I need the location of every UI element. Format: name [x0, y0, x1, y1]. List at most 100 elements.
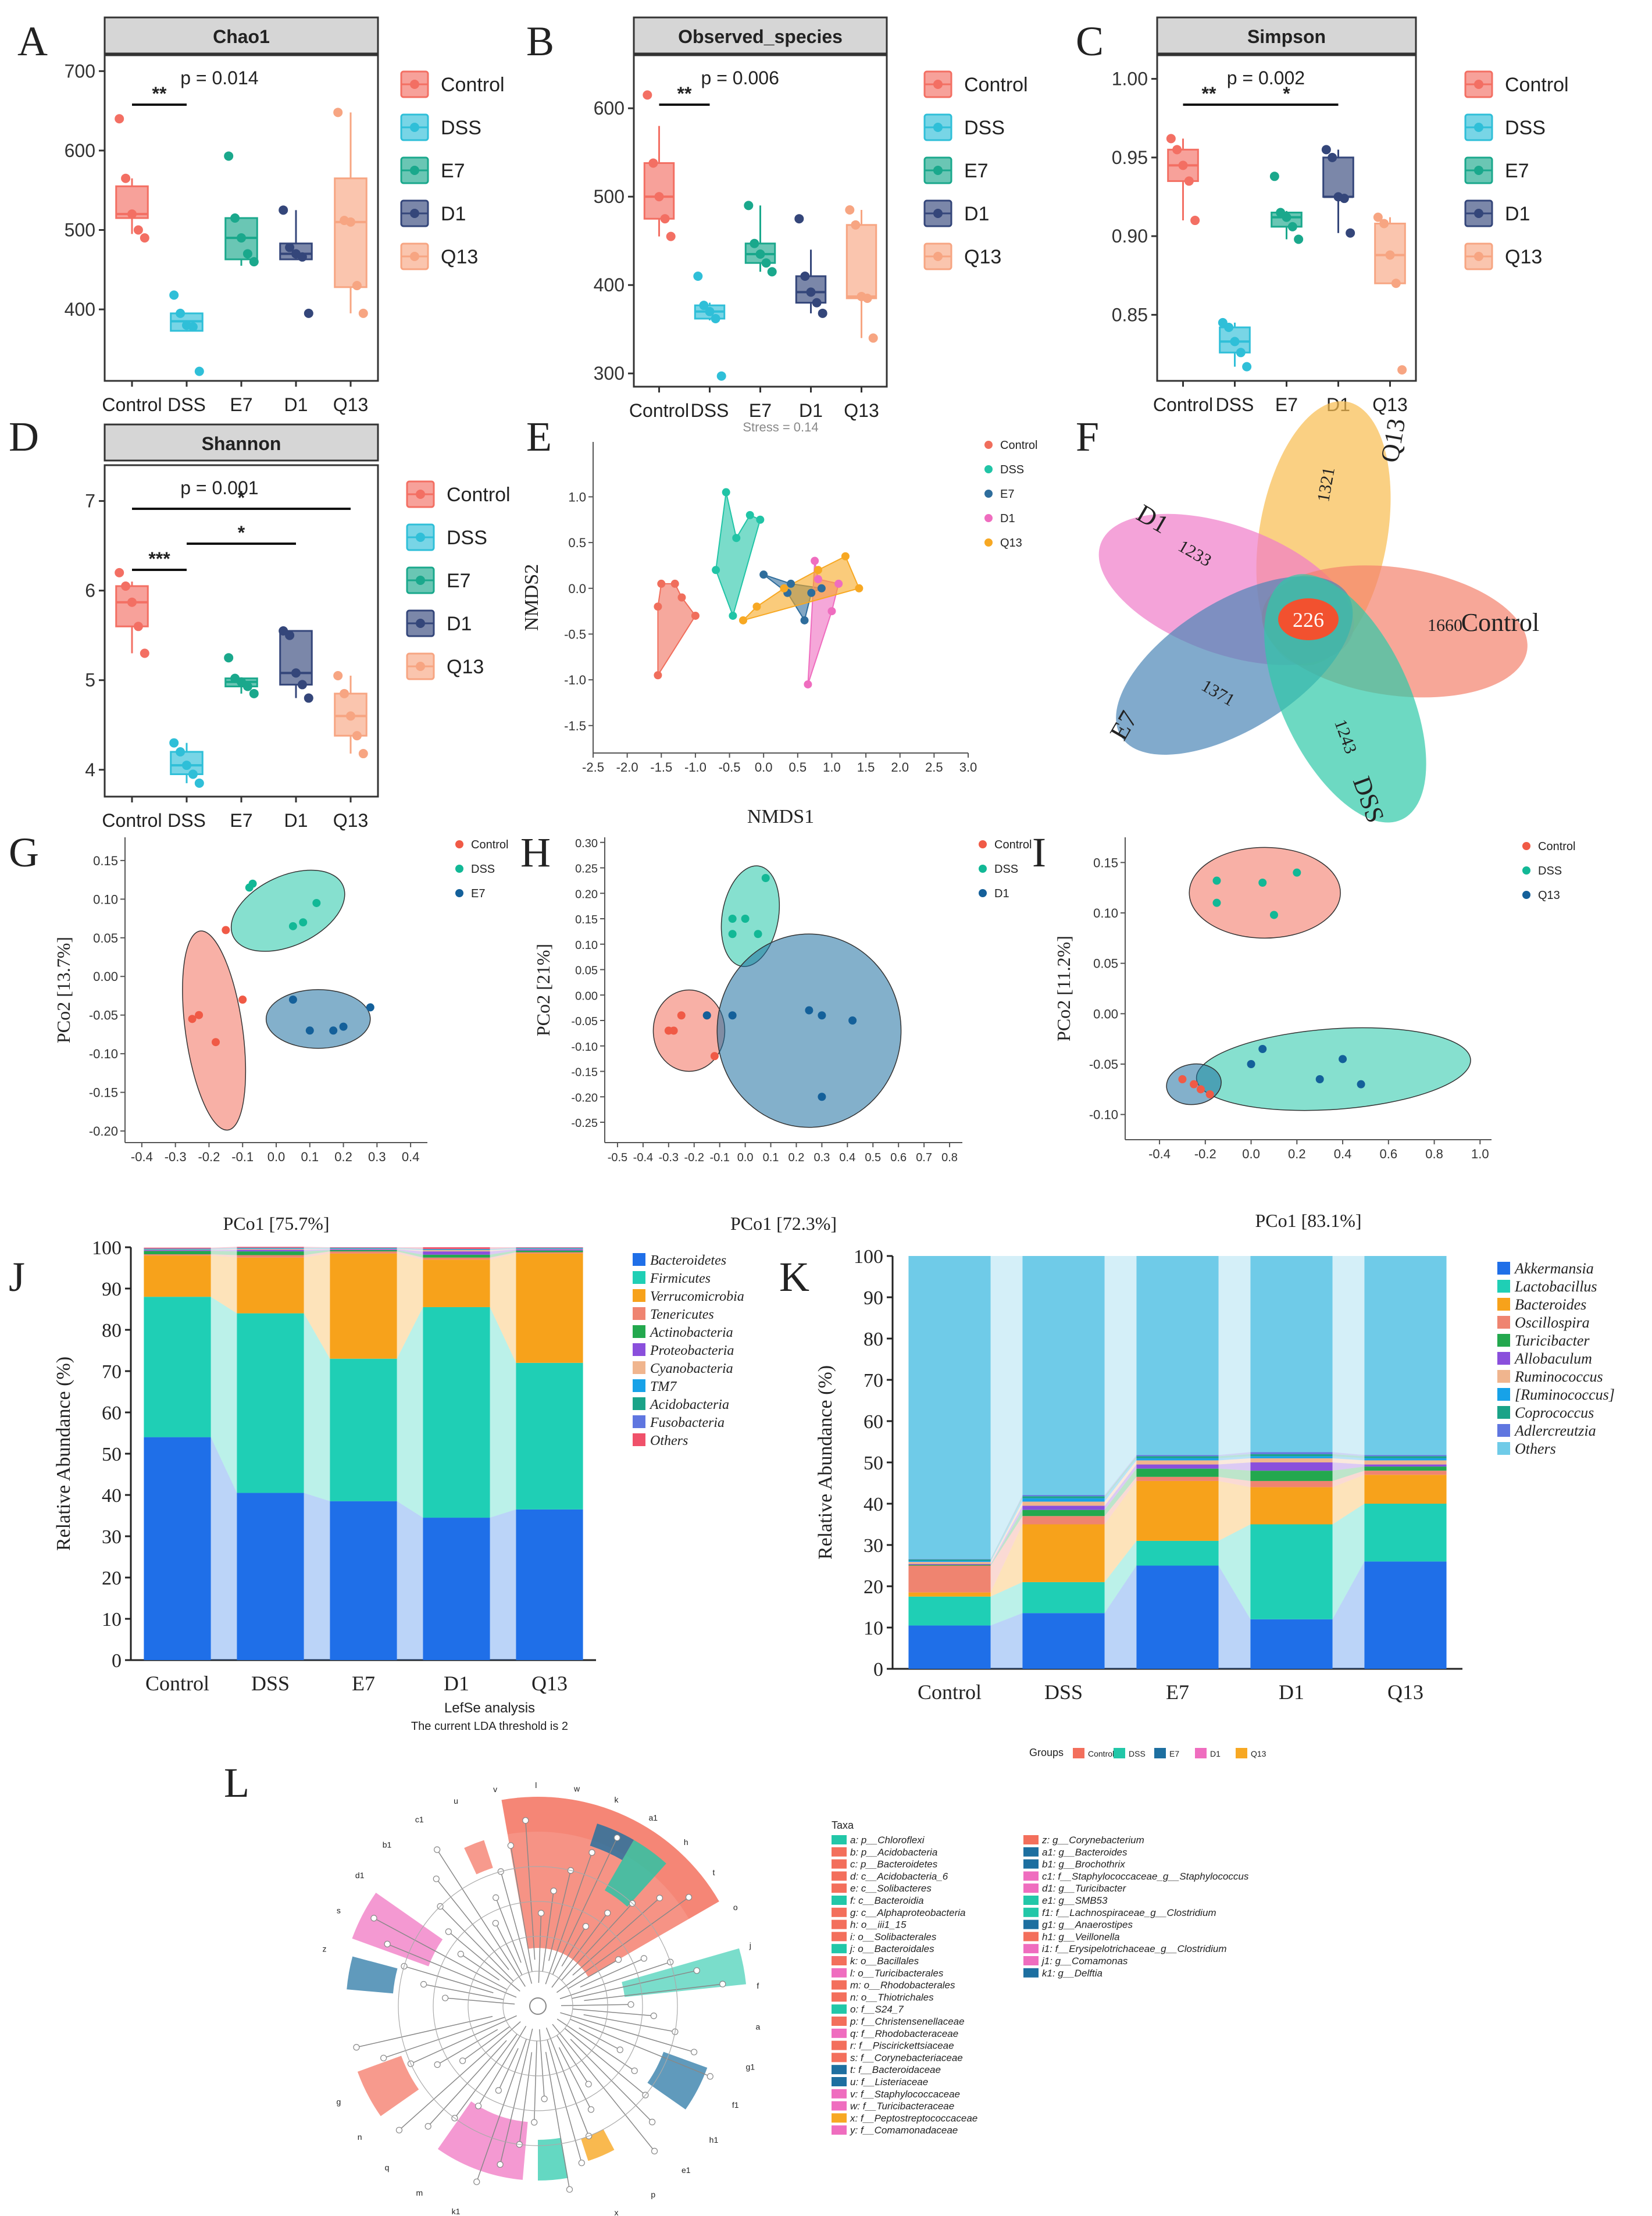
bar-segment-Oscillospira	[1250, 1480, 1333, 1487]
data-point	[237, 233, 246, 243]
data-point	[176, 747, 185, 756]
box-DSS	[693, 272, 726, 381]
flow-band-Bacteroidetes	[490, 1509, 516, 1660]
bar-segment-Turicibacter	[1022, 1510, 1105, 1516]
bar-segment-Akkermansia	[1250, 1619, 1333, 1669]
flow-band-Turicibacter	[1104, 1468, 1137, 1516]
taxa-label-a1: a1: g__Bacteroides	[1042, 1847, 1128, 1858]
y-tick-label: 1.0	[568, 490, 586, 504]
x-tick-label: 0.3	[368, 1150, 386, 1164]
clade-branch	[548, 1870, 572, 1961]
flow-band-Bacteroidetes	[397, 1501, 423, 1660]
data-point	[304, 308, 313, 318]
legend-item-D1: D1	[406, 609, 472, 637]
y-tick-label: 0.00	[93, 969, 118, 984]
data-point	[333, 108, 343, 117]
x-tick-label: 0.8	[941, 1151, 958, 1164]
flow-band-Lactobacillus	[1332, 1504, 1365, 1619]
y-tick-label: 0.0	[568, 581, 586, 596]
clade-sector-d1-a	[352, 1892, 443, 1967]
y-tick-label: -0.10	[89, 1047, 118, 1061]
flow-band-Actinobacteria	[397, 1250, 423, 1258]
data-point	[169, 290, 179, 300]
flow-band-Cyanobacteria	[490, 1248, 516, 1252]
bar-segment-Verrucomicrobia	[237, 1257, 304, 1314]
y-tick-label: 0.15	[93, 854, 118, 868]
legend-dot-E7	[455, 889, 463, 897]
x-tick-label: -0.4	[633, 1151, 653, 1164]
y-tick-label: 40	[864, 1494, 883, 1515]
significance-stars: *	[238, 487, 245, 508]
x-tick-label: 0.4	[402, 1150, 420, 1164]
data-point-E7	[305, 1026, 314, 1035]
clade-node	[693, 1967, 700, 1974]
taxa-label-e1: e1: g__SMB53	[1042, 1895, 1108, 1906]
clade-node	[380, 2054, 387, 2061]
clade-label: g	[337, 2097, 341, 2106]
groups-label: Groups	[1029, 1747, 1064, 1758]
legend-dot-Q13	[984, 538, 993, 547]
clade-label: p	[651, 2190, 655, 2199]
data-point-DSS	[728, 930, 737, 939]
facet-title: Observed_species	[678, 26, 843, 47]
y-tick-label: 0.10	[1093, 906, 1118, 920]
flow-band-Ruminococcus	[990, 1501, 1023, 1564]
clade-node	[604, 1910, 611, 1917]
taxa-label-b1: b1: g__Brochothrix	[1042, 1859, 1125, 1870]
legend-label: D1	[1000, 512, 1015, 525]
y-tick-label: 1.00	[1112, 69, 1148, 90]
bar-segment-Others	[330, 1247, 397, 1248]
data-point	[693, 272, 703, 281]
taxa-swatch-d	[832, 1871, 847, 1881]
stress-label: Stress = 0.14	[743, 420, 818, 434]
flow-band-Bacteroidetes	[210, 1437, 237, 1660]
bar-segment-Actinobacteria	[423, 1254, 490, 1258]
legend-label: E7	[964, 160, 989, 182]
taxa-label-b: b: p__Acidobacteria	[850, 1847, 937, 1858]
legend-key-dot	[933, 123, 943, 132]
clade-node	[433, 1875, 440, 1882]
data-point-Q13	[1315, 1075, 1324, 1083]
group-label: Q13	[1251, 1749, 1266, 1758]
data-point-Control	[238, 995, 247, 1004]
legend-label: E7	[447, 570, 471, 592]
clade-branch	[572, 2008, 654, 2017]
data-point	[705, 306, 715, 316]
box-Q13	[845, 205, 878, 343]
bar-segment-[Ruminococcus]	[1250, 1456, 1333, 1458]
legend-label: Coprococcus	[1515, 1404, 1594, 1421]
legend-key-dot	[416, 533, 425, 542]
flow-band-Cyanobacteria	[304, 1248, 330, 1250]
flow-band-Adlercreutzia	[990, 1495, 1023, 1560]
taxa-swatch-p	[832, 2017, 847, 2026]
clade-node	[442, 1994, 449, 2001]
data-point	[176, 308, 185, 318]
data-point	[1346, 228, 1355, 238]
legend-swatch-Firmicutes	[633, 1271, 645, 1284]
clade-node	[656, 1894, 663, 1901]
lefse-title: LefSe analysis	[444, 1700, 535, 1716]
data-point	[699, 301, 709, 311]
flow-band-Verrucomicrobia	[210, 1255, 237, 1314]
data-point-E7	[787, 579, 795, 588]
clade-branch	[561, 2004, 631, 2007]
clade-branch	[437, 2029, 498, 2065]
y-axis-label: NMDS2	[521, 564, 543, 631]
data-point-DSS	[756, 515, 765, 524]
bar-segment-Tenericutes	[516, 1252, 583, 1254]
y-tick-label: -0.05	[89, 1008, 118, 1023]
box-D1	[279, 626, 313, 703]
x-tick-label: 0.0	[267, 1150, 286, 1164]
y-axis-label: PCo2 [13.7%]	[53, 937, 74, 1043]
clade-sector-chloroflexi	[622, 1948, 747, 1997]
data-point	[1242, 362, 1252, 372]
bar-segment-Cyanobacteria	[516, 1248, 583, 1250]
data-point	[767, 267, 777, 277]
taxa-swatch-b	[832, 1847, 847, 1857]
taxa-swatch-h	[832, 1919, 847, 1929]
clade-node	[651, 2147, 658, 2154]
flow-band-Firmicutes	[210, 1297, 237, 1493]
y-tick-label: 30	[102, 1526, 122, 1548]
bar-segment-Ruminococcus	[908, 1562, 991, 1564]
